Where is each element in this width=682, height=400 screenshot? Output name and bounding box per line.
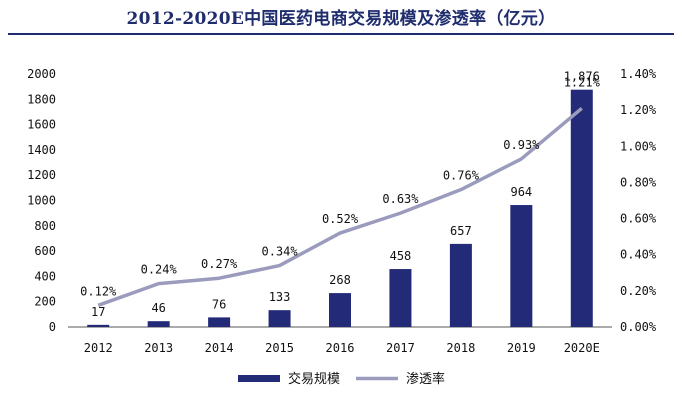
x-tick-label: 2015 [265, 341, 294, 355]
y-left-tick-label: 1800 [27, 92, 56, 106]
line-data-label: 0.76% [443, 169, 480, 183]
line-data-label: 1.21% [564, 75, 601, 89]
y-right-tick-label: 0.20% [620, 284, 657, 298]
x-tick-label: 2012 [84, 341, 113, 355]
y-left-tick-label: 1400 [27, 143, 56, 157]
line-data-label: 0.27% [201, 257, 238, 271]
legend-label-line: 渗透率 [406, 371, 445, 387]
x-tick-label: 2018 [446, 341, 475, 355]
y-right-tick-label: 0.80% [620, 175, 657, 189]
y-left-tick-label: 600 [34, 244, 56, 258]
bar-data-label: 657 [450, 224, 472, 238]
x-tick-label: 2019 [507, 341, 536, 355]
y-right-tick-label: 0.40% [620, 248, 657, 262]
y-right-tick-label: 1.40% [620, 67, 657, 81]
y-right-tick-label: 0.60% [620, 212, 657, 226]
bar [208, 317, 231, 327]
bar-data-label: 268 [329, 273, 351, 287]
x-tick-label: 2016 [326, 341, 355, 355]
y-right-tick-label: 1.20% [620, 103, 657, 117]
x-tick-label: 2020E [564, 341, 600, 355]
bar [449, 243, 472, 327]
bar-data-label: 17 [91, 305, 105, 319]
line-data-label: 0.24% [141, 263, 178, 277]
y-left-tick-label: 400 [34, 269, 56, 283]
bar-data-label: 46 [151, 301, 165, 315]
title-underline [8, 33, 674, 35]
y-left-tick-label: 0 [49, 320, 56, 334]
legend-swatch-bar [238, 375, 280, 382]
y-right-tick-label: 1.00% [620, 139, 657, 153]
bar [147, 321, 170, 327]
bar [510, 205, 533, 327]
chart-title: 2012-2020E中国医药电商交易规模及渗透率（亿元） [126, 9, 556, 29]
y-left-tick-label: 1000 [27, 194, 56, 208]
line-data-label: 0.52% [322, 212, 359, 226]
bar-data-label: 1,876 [564, 70, 600, 84]
penetration-line [97, 106, 583, 307]
bar [570, 89, 593, 327]
y-right-tick-label: 0.00% [620, 320, 657, 334]
x-tick-label: 2014 [205, 341, 234, 355]
bar-data-label: 76 [212, 297, 226, 311]
line-data-label: 0.93% [503, 138, 540, 152]
bar-data-label: 458 [390, 249, 412, 263]
bar [87, 324, 110, 327]
line-data-label: 0.12% [80, 284, 117, 298]
x-tick-label: 2017 [386, 341, 415, 355]
y-left-tick-label: 1200 [27, 168, 56, 182]
bar [329, 293, 351, 327]
y-left-tick-label: 2000 [27, 67, 56, 81]
bar [389, 269, 412, 327]
bar-data-label: 133 [269, 290, 291, 304]
bar-data-label: 964 [510, 185, 532, 199]
line-data-label: 0.63% [382, 192, 419, 206]
x-tick-label: 2013 [144, 341, 173, 355]
legend-label-bar: 交易规模 [288, 371, 340, 387]
y-left-tick-label: 800 [34, 219, 56, 233]
y-left-tick-label: 200 [34, 295, 56, 309]
bar [268, 310, 291, 327]
line-data-label: 0.34% [261, 245, 298, 259]
y-left-tick-label: 1600 [27, 118, 56, 132]
